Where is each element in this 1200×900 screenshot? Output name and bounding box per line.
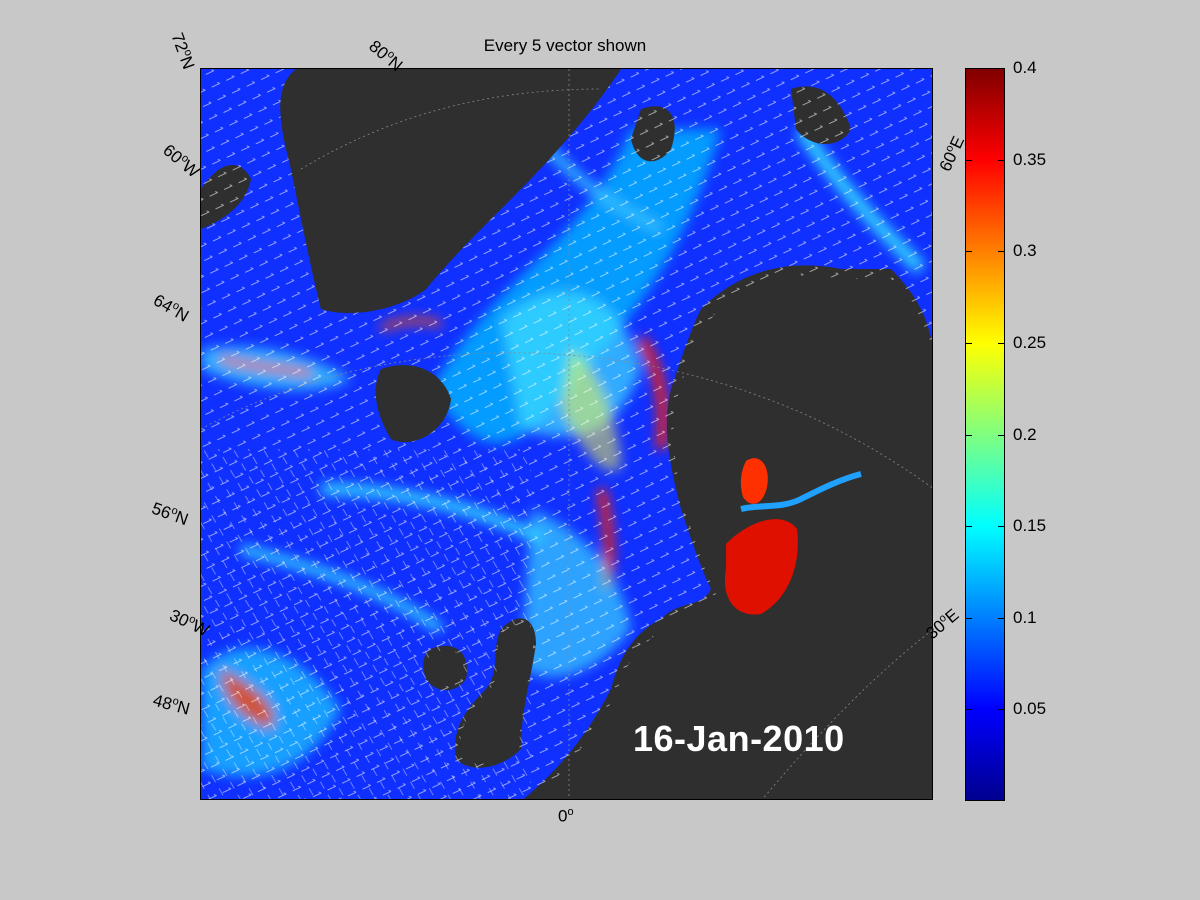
colorbar-tick-label: 0.35	[1013, 149, 1047, 169]
label-lat-48: 48oN	[150, 690, 192, 719]
colorbar-tick-mark	[966, 617, 972, 619]
current-map-svg	[201, 69, 932, 799]
colorbar-tick-label: 0.4	[1013, 58, 1037, 77]
colorbar-tick-mark	[966, 709, 972, 711]
colorbar-tick-label: 0.05	[1013, 699, 1047, 719]
baltic-hotspot	[724, 519, 798, 615]
colorbar-tick-label: 0.25	[1013, 332, 1047, 352]
colorbar-tick-mark	[998, 159, 1004, 161]
graticule	[201, 69, 932, 799]
bothnia-hotspot	[740, 458, 768, 504]
current-map	[200, 68, 933, 800]
colorbar-tick-mark	[998, 68, 1004, 69]
colorbar-tick-label: 0.1	[1013, 607, 1037, 627]
label-lat-56: 56oN	[149, 498, 191, 530]
label-lon-60e: 60oE	[935, 133, 969, 175]
colorbar-tick-mark	[966, 342, 972, 344]
gulf-of-finland	[740, 471, 862, 512]
label-lat-64: 64oN	[150, 290, 192, 326]
colorbar-tick-mark	[998, 526, 1004, 528]
colorbar-tick-mark	[998, 709, 1004, 711]
colorbar-tick-label: 0.15	[1013, 516, 1047, 536]
label-lon-0: 0o	[558, 806, 574, 826]
map-title: Every 5 vector shown	[483, 36, 647, 55]
colorbar-tick-mark	[966, 434, 972, 436]
colorbar-tick-label: 0.3	[1013, 241, 1037, 261]
colorbar-tick-mark	[966, 526, 972, 528]
colorbar-tick-label: 0.2	[1013, 424, 1037, 444]
date-stamp: 16-Jan-2010	[633, 718, 845, 759]
colorbar-tick-mark	[998, 251, 1004, 253]
colorbar-tick-mark	[966, 251, 972, 253]
colorbar-tick-mark	[998, 342, 1004, 344]
land-overlay	[280, 69, 932, 799]
colorbar-tick-mark	[966, 68, 972, 69]
label-lon-60w: 60oW	[159, 140, 204, 182]
colorbar-tick-mark	[998, 434, 1004, 436]
colorbar-tick-mark	[998, 617, 1004, 619]
colorbar-tick-mark	[966, 159, 972, 161]
